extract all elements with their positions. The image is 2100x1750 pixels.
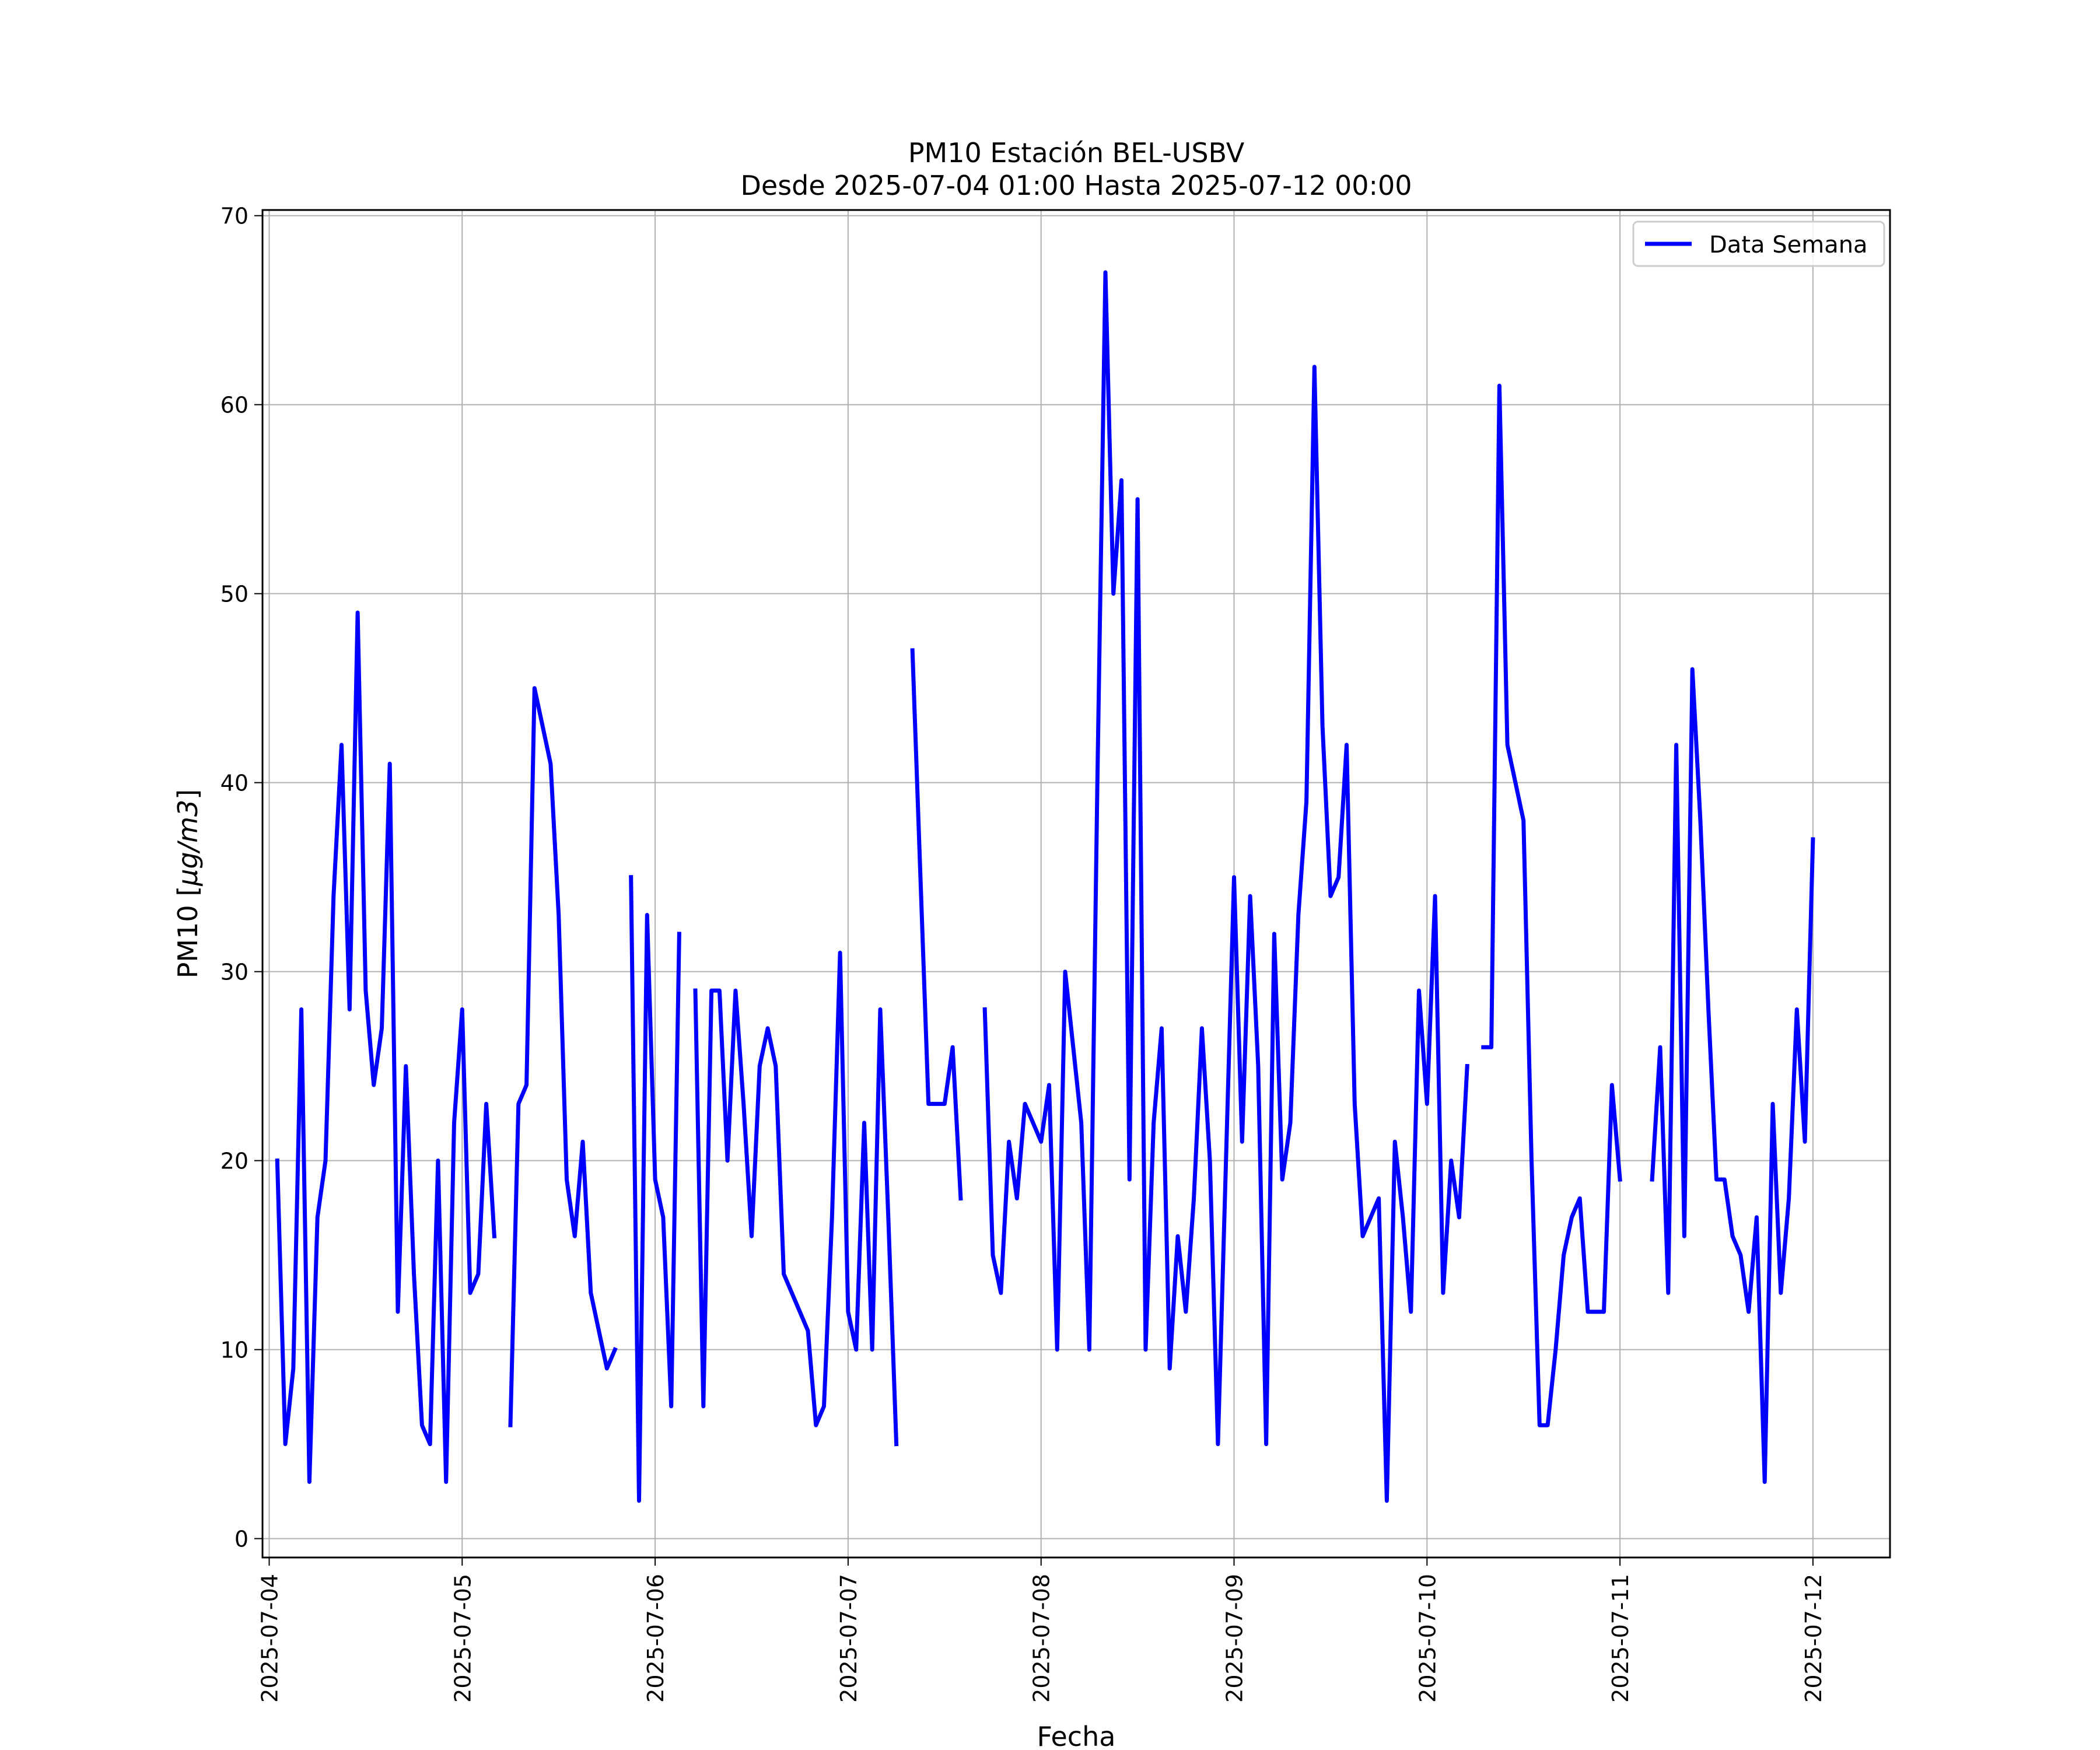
y-axis-label-unit: μg/m3 xyxy=(172,800,204,887)
x-tick-label: 2025-07-04 xyxy=(257,1574,282,1703)
series-line-segment xyxy=(1650,667,1815,1484)
series-layer xyxy=(275,270,1815,1503)
series-line-segment xyxy=(982,270,1469,1503)
plot-frame xyxy=(261,209,1891,1559)
x-tick-label: 2025-07-05 xyxy=(450,1574,475,1703)
chart-subtitle: Desde 2025-07-04 01:00 Hasta 2025-07-12 … xyxy=(740,170,1412,201)
series-line-segment xyxy=(693,950,899,1447)
series-line-segment xyxy=(508,686,618,1427)
series-line-segment xyxy=(910,648,963,1201)
y-tick-label: 50 xyxy=(220,582,249,607)
grid xyxy=(262,210,1890,1558)
y-tick-label: 10 xyxy=(220,1338,249,1363)
x-tick-label: 2025-07-06 xyxy=(643,1574,668,1703)
series-line-segment xyxy=(275,610,497,1484)
x-tick-label: 2025-07-09 xyxy=(1222,1574,1248,1703)
legend: Data Semana xyxy=(1632,220,1885,267)
x-tick-label: 2025-07-12 xyxy=(1801,1574,1826,1703)
y-tick-label: 30 xyxy=(220,960,249,985)
x-tick-label: 2025-07-08 xyxy=(1029,1574,1055,1703)
legend-box xyxy=(1632,220,1885,267)
x-axis: 2025-07-04 2025-07-05 2025-07-06 2025-07-07… xyxy=(257,1558,1826,1703)
y-tick-label: 70 xyxy=(220,204,249,229)
x-tick-label: 2025-07-11 xyxy=(1608,1574,1633,1703)
y-tick-label: 60 xyxy=(220,393,249,418)
x-axis-label: Fecha xyxy=(1037,1721,1116,1750)
chart-title: PM10 Estación BEL-USBV xyxy=(908,137,1245,169)
y-tick-label: 20 xyxy=(220,1149,249,1174)
y-tick-label: 0 xyxy=(235,1527,249,1552)
y-axis-label: PM10 [μg/m3] xyxy=(172,789,204,979)
y-axis: 0 10 20 30 40 50 60 70 xyxy=(220,204,262,1552)
series-line-segment xyxy=(1481,383,1622,1427)
y-axis-label-main: PM10 [ xyxy=(172,886,204,979)
series-line-segment xyxy=(629,875,681,1503)
x-tick-label: 2025-07-10 xyxy=(1415,1574,1440,1703)
x-tick-label: 2025-07-07 xyxy=(836,1574,862,1703)
y-tick-label: 40 xyxy=(220,771,249,796)
legend-label: Data Semana xyxy=(1709,232,1868,258)
y-axis-label-close: ] xyxy=(172,789,204,800)
